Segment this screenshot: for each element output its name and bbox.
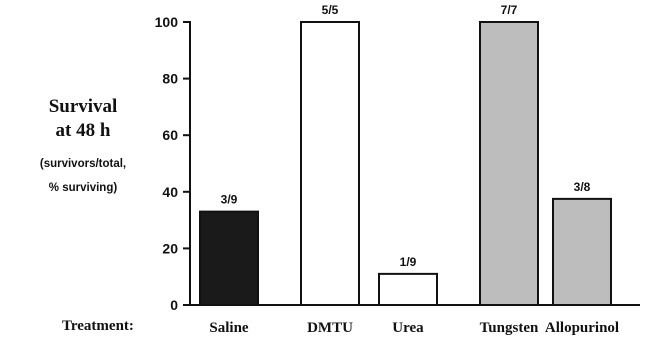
category-label-tungsten: Tungsten bbox=[480, 320, 539, 336]
bar-urea bbox=[378, 272, 438, 306]
category-label-dmtu: DMTU bbox=[307, 320, 353, 336]
bar-value-label-urea: 1/9 bbox=[400, 255, 417, 269]
bar-value-label-saline: 3/9 bbox=[221, 193, 238, 207]
bar-value-label-allopurinol: 3/8 bbox=[574, 180, 591, 194]
bar-tungsten bbox=[479, 21, 539, 306]
x-axis-title: Treatment: bbox=[62, 318, 134, 334]
y-tick-label-80: 80 bbox=[162, 71, 178, 87]
bar-dmtu bbox=[300, 21, 360, 306]
y-axis-subtitle-line-2: % surviving) bbox=[48, 182, 118, 194]
y-tick-label-20: 20 bbox=[162, 240, 178, 256]
category-label-urea: Urea bbox=[392, 320, 424, 336]
bar-saline bbox=[199, 210, 259, 306]
bar-allopurinol bbox=[552, 197, 612, 306]
category-label-allopurinol: Allopurinol bbox=[545, 320, 619, 336]
category-label-saline: Saline bbox=[209, 320, 249, 336]
bar-value-label-dmtu: 5/5 bbox=[322, 3, 339, 17]
y-tick-label-60: 60 bbox=[162, 127, 178, 143]
y-axis-subtitle-line-1: (survivors/total, bbox=[39, 158, 127, 170]
bar-value-label-tungsten: 7/7 bbox=[501, 3, 518, 17]
y-axis-title-line-1: Survival bbox=[48, 96, 118, 117]
y-axis-title-line-2: at 48 h bbox=[55, 120, 111, 141]
y-tick-label-0: 0 bbox=[170, 297, 178, 313]
y-tick-label-40: 40 bbox=[162, 184, 178, 200]
y-tick-label-100: 100 bbox=[155, 14, 179, 30]
